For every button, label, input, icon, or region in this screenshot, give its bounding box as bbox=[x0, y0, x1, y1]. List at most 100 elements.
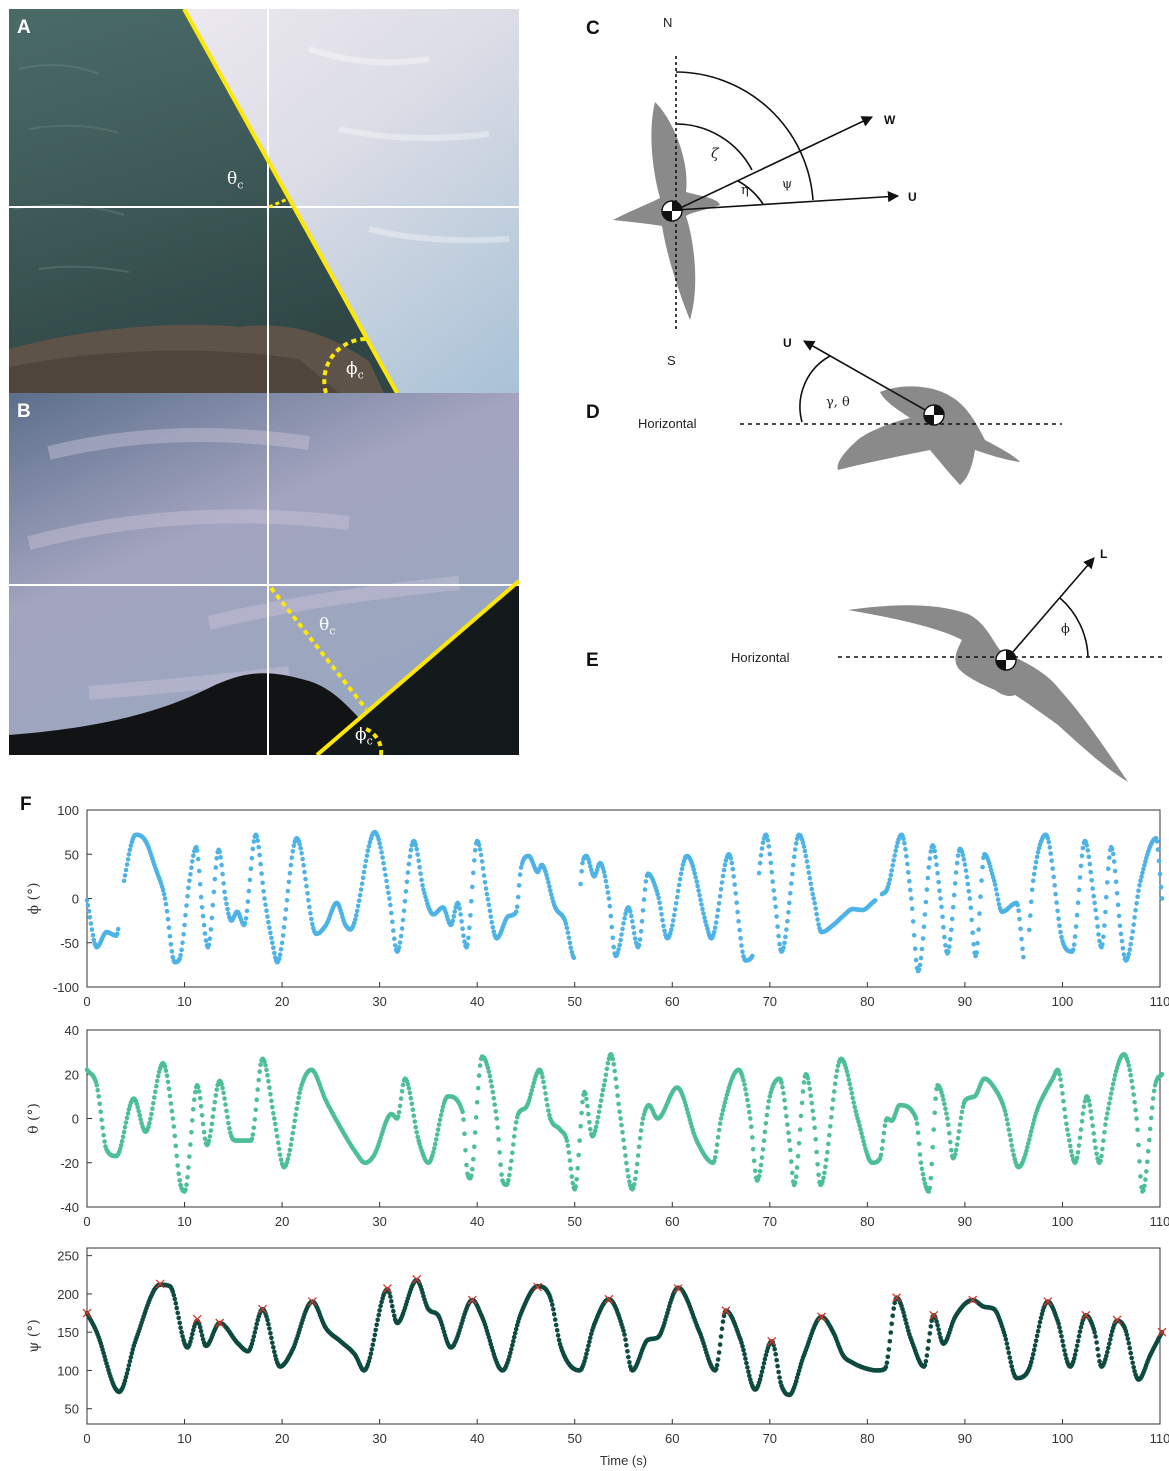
air-velocity-label: U bbox=[783, 336, 792, 350]
theta-data-point bbox=[604, 1066, 610, 1072]
theta-data-point bbox=[155, 1073, 161, 1079]
phi-data-point bbox=[911, 933, 917, 938]
panel-d-diagram: D Horizontal U γ, θ bbox=[586, 336, 1062, 485]
phi-data-point bbox=[416, 858, 422, 863]
phi-data-point bbox=[789, 881, 794, 886]
phi-data-point bbox=[993, 887, 999, 892]
theta-data-point bbox=[1142, 1183, 1147, 1189]
psi-peak-marker bbox=[258, 1304, 268, 1314]
phi-data-point bbox=[632, 936, 638, 941]
phi-data-point bbox=[396, 945, 402, 950]
psi-data-point bbox=[742, 1351, 747, 1357]
theta-data-point bbox=[1112, 1073, 1118, 1078]
phi-data-point bbox=[451, 914, 457, 919]
psi-data-point bbox=[174, 1305, 179, 1311]
theta-data-point bbox=[845, 1073, 851, 1078]
phi-data-point bbox=[902, 841, 907, 846]
theta-data-point bbox=[1110, 1081, 1116, 1087]
phi-data-point bbox=[889, 868, 894, 873]
panel-e-diagram: E Horizontal L ϕ bbox=[586, 547, 1165, 782]
psi-peak-marker bbox=[215, 1318, 225, 1328]
theta-data-point bbox=[946, 1122, 951, 1128]
theta-data-point bbox=[913, 1116, 919, 1121]
phi-data-point bbox=[782, 940, 787, 946]
phi-data-point bbox=[222, 889, 227, 895]
psi-data-point bbox=[715, 1357, 721, 1362]
phi-data-point bbox=[1120, 946, 1126, 951]
phi-data-point bbox=[191, 853, 196, 859]
theta-data-point bbox=[762, 1129, 768, 1135]
phi-data-point bbox=[630, 919, 635, 924]
phi-data-point bbox=[668, 931, 673, 936]
air-vector bbox=[675, 191, 900, 211]
phi-data-point bbox=[1109, 846, 1115, 852]
theta-y-tick-label: 40 bbox=[65, 1023, 79, 1038]
phi-data-point bbox=[88, 921, 94, 926]
theta-data-point bbox=[1065, 1127, 1070, 1132]
phi-data-point bbox=[620, 926, 625, 932]
theta-plot-frame bbox=[86, 1029, 1161, 1208]
theta-data-point bbox=[716, 1127, 722, 1133]
theta-data-point bbox=[414, 1130, 420, 1135]
phi-data-point bbox=[1016, 908, 1021, 913]
psi-data-point bbox=[901, 1310, 906, 1315]
phi-data-point bbox=[933, 854, 938, 860]
phi-data-point bbox=[211, 889, 217, 895]
theta-data-point bbox=[1028, 1133, 1033, 1138]
theta-data-point bbox=[595, 1115, 601, 1120]
phi-data-point bbox=[1088, 869, 1093, 875]
theta-data-point bbox=[918, 1160, 924, 1165]
theta-data-point bbox=[530, 1084, 536, 1089]
phi-data-point bbox=[609, 924, 615, 930]
theta-data-point bbox=[199, 1112, 205, 1118]
phi-y-tick-label: 100 bbox=[57, 803, 79, 818]
psi-data-point bbox=[883, 1364, 889, 1370]
psi-data-point bbox=[1129, 1355, 1134, 1361]
phi-data-point bbox=[637, 937, 643, 942]
phi-data-point bbox=[359, 881, 365, 886]
theta-data-point bbox=[1003, 1112, 1009, 1118]
theta-data-point bbox=[166, 1086, 172, 1091]
theta-data-point bbox=[835, 1063, 841, 1068]
zeta-arc bbox=[675, 123, 753, 171]
phi-data-point bbox=[161, 891, 167, 897]
psi-data-point bbox=[1097, 1358, 1102, 1364]
psi-data-point bbox=[551, 1307, 556, 1312]
phi-data-point bbox=[186, 885, 191, 891]
phi-data-point bbox=[469, 899, 474, 904]
theta-data-point bbox=[277, 1152, 283, 1158]
theta-data-point bbox=[269, 1098, 274, 1104]
psi-data-point bbox=[739, 1340, 744, 1345]
theta-data-point bbox=[543, 1091, 548, 1096]
phi-data-point bbox=[114, 931, 120, 937]
psi-data-point bbox=[1028, 1359, 1034, 1365]
phi-data-point bbox=[377, 840, 382, 846]
phi-data-point bbox=[269, 935, 274, 941]
psi-data-point bbox=[273, 1353, 278, 1359]
phi-data-point bbox=[1047, 845, 1053, 850]
theta-data-point bbox=[1146, 1149, 1151, 1154]
phi-data-point bbox=[203, 938, 209, 943]
phi-data-point bbox=[1116, 913, 1122, 919]
psi-data-point bbox=[747, 1373, 752, 1379]
psi-data-point bbox=[1056, 1321, 1061, 1327]
phi-data-point bbox=[364, 853, 370, 858]
phi-subscript: c bbox=[366, 734, 373, 748]
eta-arc bbox=[737, 180, 764, 205]
phi-data-point bbox=[208, 927, 214, 932]
phi-data-point bbox=[1051, 874, 1056, 880]
phi-data-point bbox=[567, 940, 573, 946]
phi-data-point bbox=[122, 873, 128, 878]
theta-data-point bbox=[294, 1106, 300, 1111]
phi-data-point bbox=[209, 915, 215, 921]
theta-data-point bbox=[612, 1068, 617, 1074]
theta-data-point bbox=[506, 1177, 511, 1183]
theta-data-point bbox=[93, 1079, 99, 1085]
theta-data-point bbox=[212, 1099, 218, 1105]
theta-subscript: c bbox=[329, 624, 336, 638]
phi-data-point bbox=[1056, 916, 1061, 921]
phi-data-point bbox=[901, 836, 906, 841]
phi-data-point bbox=[218, 855, 223, 860]
psi-data-point bbox=[627, 1360, 632, 1365]
phi-data-point bbox=[490, 925, 496, 930]
